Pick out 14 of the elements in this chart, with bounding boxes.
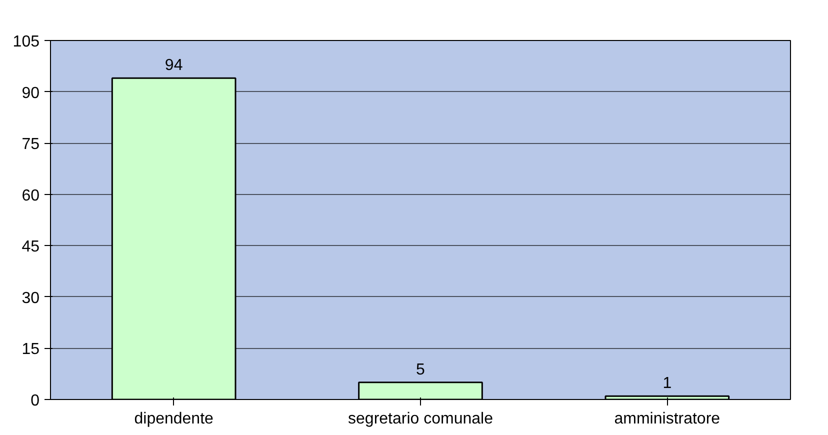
data-label: 5 [416,361,426,378]
data-label: 94 [164,57,183,74]
y-tick-label: 105 [12,34,40,50]
y-tick-label: 15 [22,341,40,358]
x-tick-label: dipendente [134,410,214,428]
x-tick-label: segretario comunale [348,410,494,428]
y-tick-label: 30 [22,290,40,307]
y-tick-label: 90 [22,84,40,102]
y-tick-label: 60 [22,187,40,204]
y-tick-label: 0 [30,392,40,410]
y-tick-label: 45 [22,238,40,256]
y-tick-label: 75 [22,136,40,154]
x-tick-label: amministratore [614,410,720,428]
data-label: 1 [662,375,672,392]
